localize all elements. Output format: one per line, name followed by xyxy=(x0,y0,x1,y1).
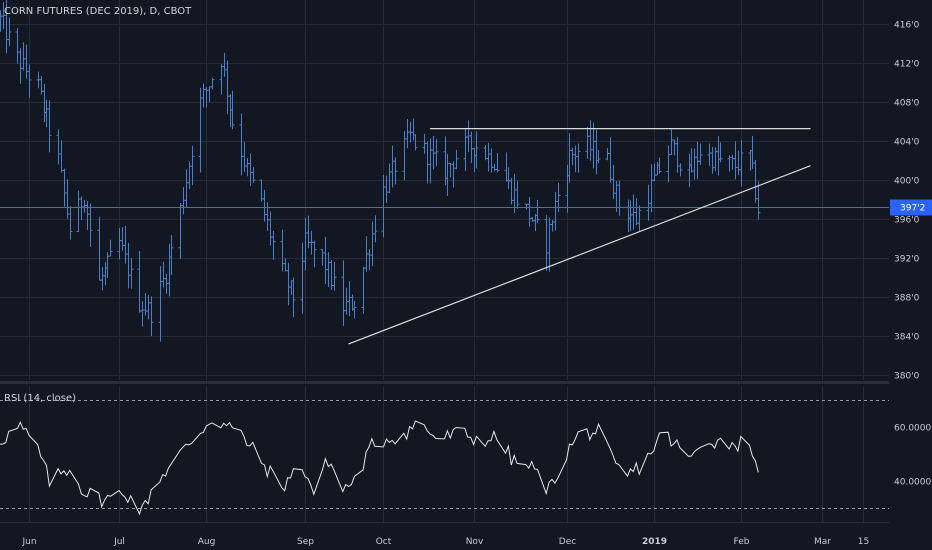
time-tick-label: Nov xyxy=(466,537,484,547)
ohlc-bar xyxy=(373,215,378,243)
rsi-tick-label: 60.0000 xyxy=(894,424,931,434)
time-tick-label: Oct xyxy=(376,537,392,547)
ohlc-bar xyxy=(637,205,642,232)
ohlc-bar xyxy=(434,139,439,167)
ohlc-bar xyxy=(271,231,276,260)
rsi-title: RSI (14, close) xyxy=(4,393,76,404)
time-tick-label: Mar xyxy=(814,537,831,547)
ohlc-bar xyxy=(756,181,761,220)
axis-layer: 416'0 412'0 408'0 404'0 400'0 396'0 392'0 388'0… xyxy=(21,0,932,550)
rsi-line xyxy=(0,420,759,516)
price-chart-title: CORN FUTURES (DEC 2019), D, CBOT xyxy=(4,6,192,17)
trendline-rising-support[interactable] xyxy=(348,165,811,345)
price-tick-label: 396'0 xyxy=(894,216,920,226)
ohlc-bar xyxy=(27,64,32,98)
ohlc-bar xyxy=(596,149,601,164)
price-tick-label: 400'0 xyxy=(894,177,920,187)
price-axis-area[interactable] xyxy=(889,0,932,550)
ohlc-bar xyxy=(657,157,662,174)
ohlc-bar xyxy=(291,277,296,318)
ohlc-bar xyxy=(515,180,520,209)
rsi-pane[interactable] xyxy=(0,400,889,516)
ohlc-bar xyxy=(454,149,459,170)
time-tick-label: 2019 xyxy=(642,537,667,547)
ohlc-bar xyxy=(7,17,12,47)
ohlc-bar xyxy=(210,77,215,90)
ohlc-bar xyxy=(413,134,418,151)
time-tick-label: Aug xyxy=(198,537,216,547)
ohlc-bar xyxy=(88,203,93,247)
time-tick-label: Jun xyxy=(21,537,36,547)
time-tick-label: Sep xyxy=(297,537,314,547)
ohlc-bar xyxy=(495,153,500,173)
ohlc-bar xyxy=(68,206,73,240)
ohlc-bar xyxy=(230,90,235,130)
ohlc-bar xyxy=(352,300,357,319)
ohlc-bar xyxy=(149,296,154,337)
ohlc-bar xyxy=(190,145,195,186)
price-tick-label: 408'0 xyxy=(894,99,920,109)
price-tick-label: 404'0 xyxy=(894,138,920,148)
ohlc-bar xyxy=(678,163,683,177)
ohlc-bar xyxy=(47,100,52,153)
ohlc-bar xyxy=(169,234,174,275)
ohlc-bar xyxy=(739,140,744,187)
price-tick-label: 392'0 xyxy=(894,255,920,265)
time-tick-label: 15 xyxy=(858,537,869,547)
ohlc-bar xyxy=(312,240,317,268)
price-tick-label: 384'0 xyxy=(894,333,920,343)
price-pane[interactable] xyxy=(0,0,889,345)
time-tick-label: Feb xyxy=(734,537,750,547)
ohlc-bar xyxy=(393,157,398,185)
ohlc-bar xyxy=(332,261,337,291)
rsi-tick-label: 40.0000 xyxy=(894,478,931,488)
last-price-label: 397'2 xyxy=(900,204,925,214)
ohlc-bar xyxy=(718,142,723,163)
price-tick-label: 412'0 xyxy=(894,60,920,70)
ohlc-bar xyxy=(129,258,134,289)
price-tick-label: 380'0 xyxy=(894,372,920,382)
time-tick-label: Dec xyxy=(559,537,576,547)
last-price-badge xyxy=(890,199,932,216)
price-tick-label: 388'0 xyxy=(894,294,920,304)
ohlc-bar xyxy=(251,167,256,183)
ohlc-bar xyxy=(535,199,540,224)
price-tick-label: 416'0 xyxy=(894,21,920,31)
ohlc-bar xyxy=(108,239,113,257)
ohlc-bar xyxy=(474,131,479,169)
ohlc-bar xyxy=(698,143,703,165)
ohlc-bar xyxy=(576,143,581,173)
time-tick-label: Jul xyxy=(113,537,125,547)
